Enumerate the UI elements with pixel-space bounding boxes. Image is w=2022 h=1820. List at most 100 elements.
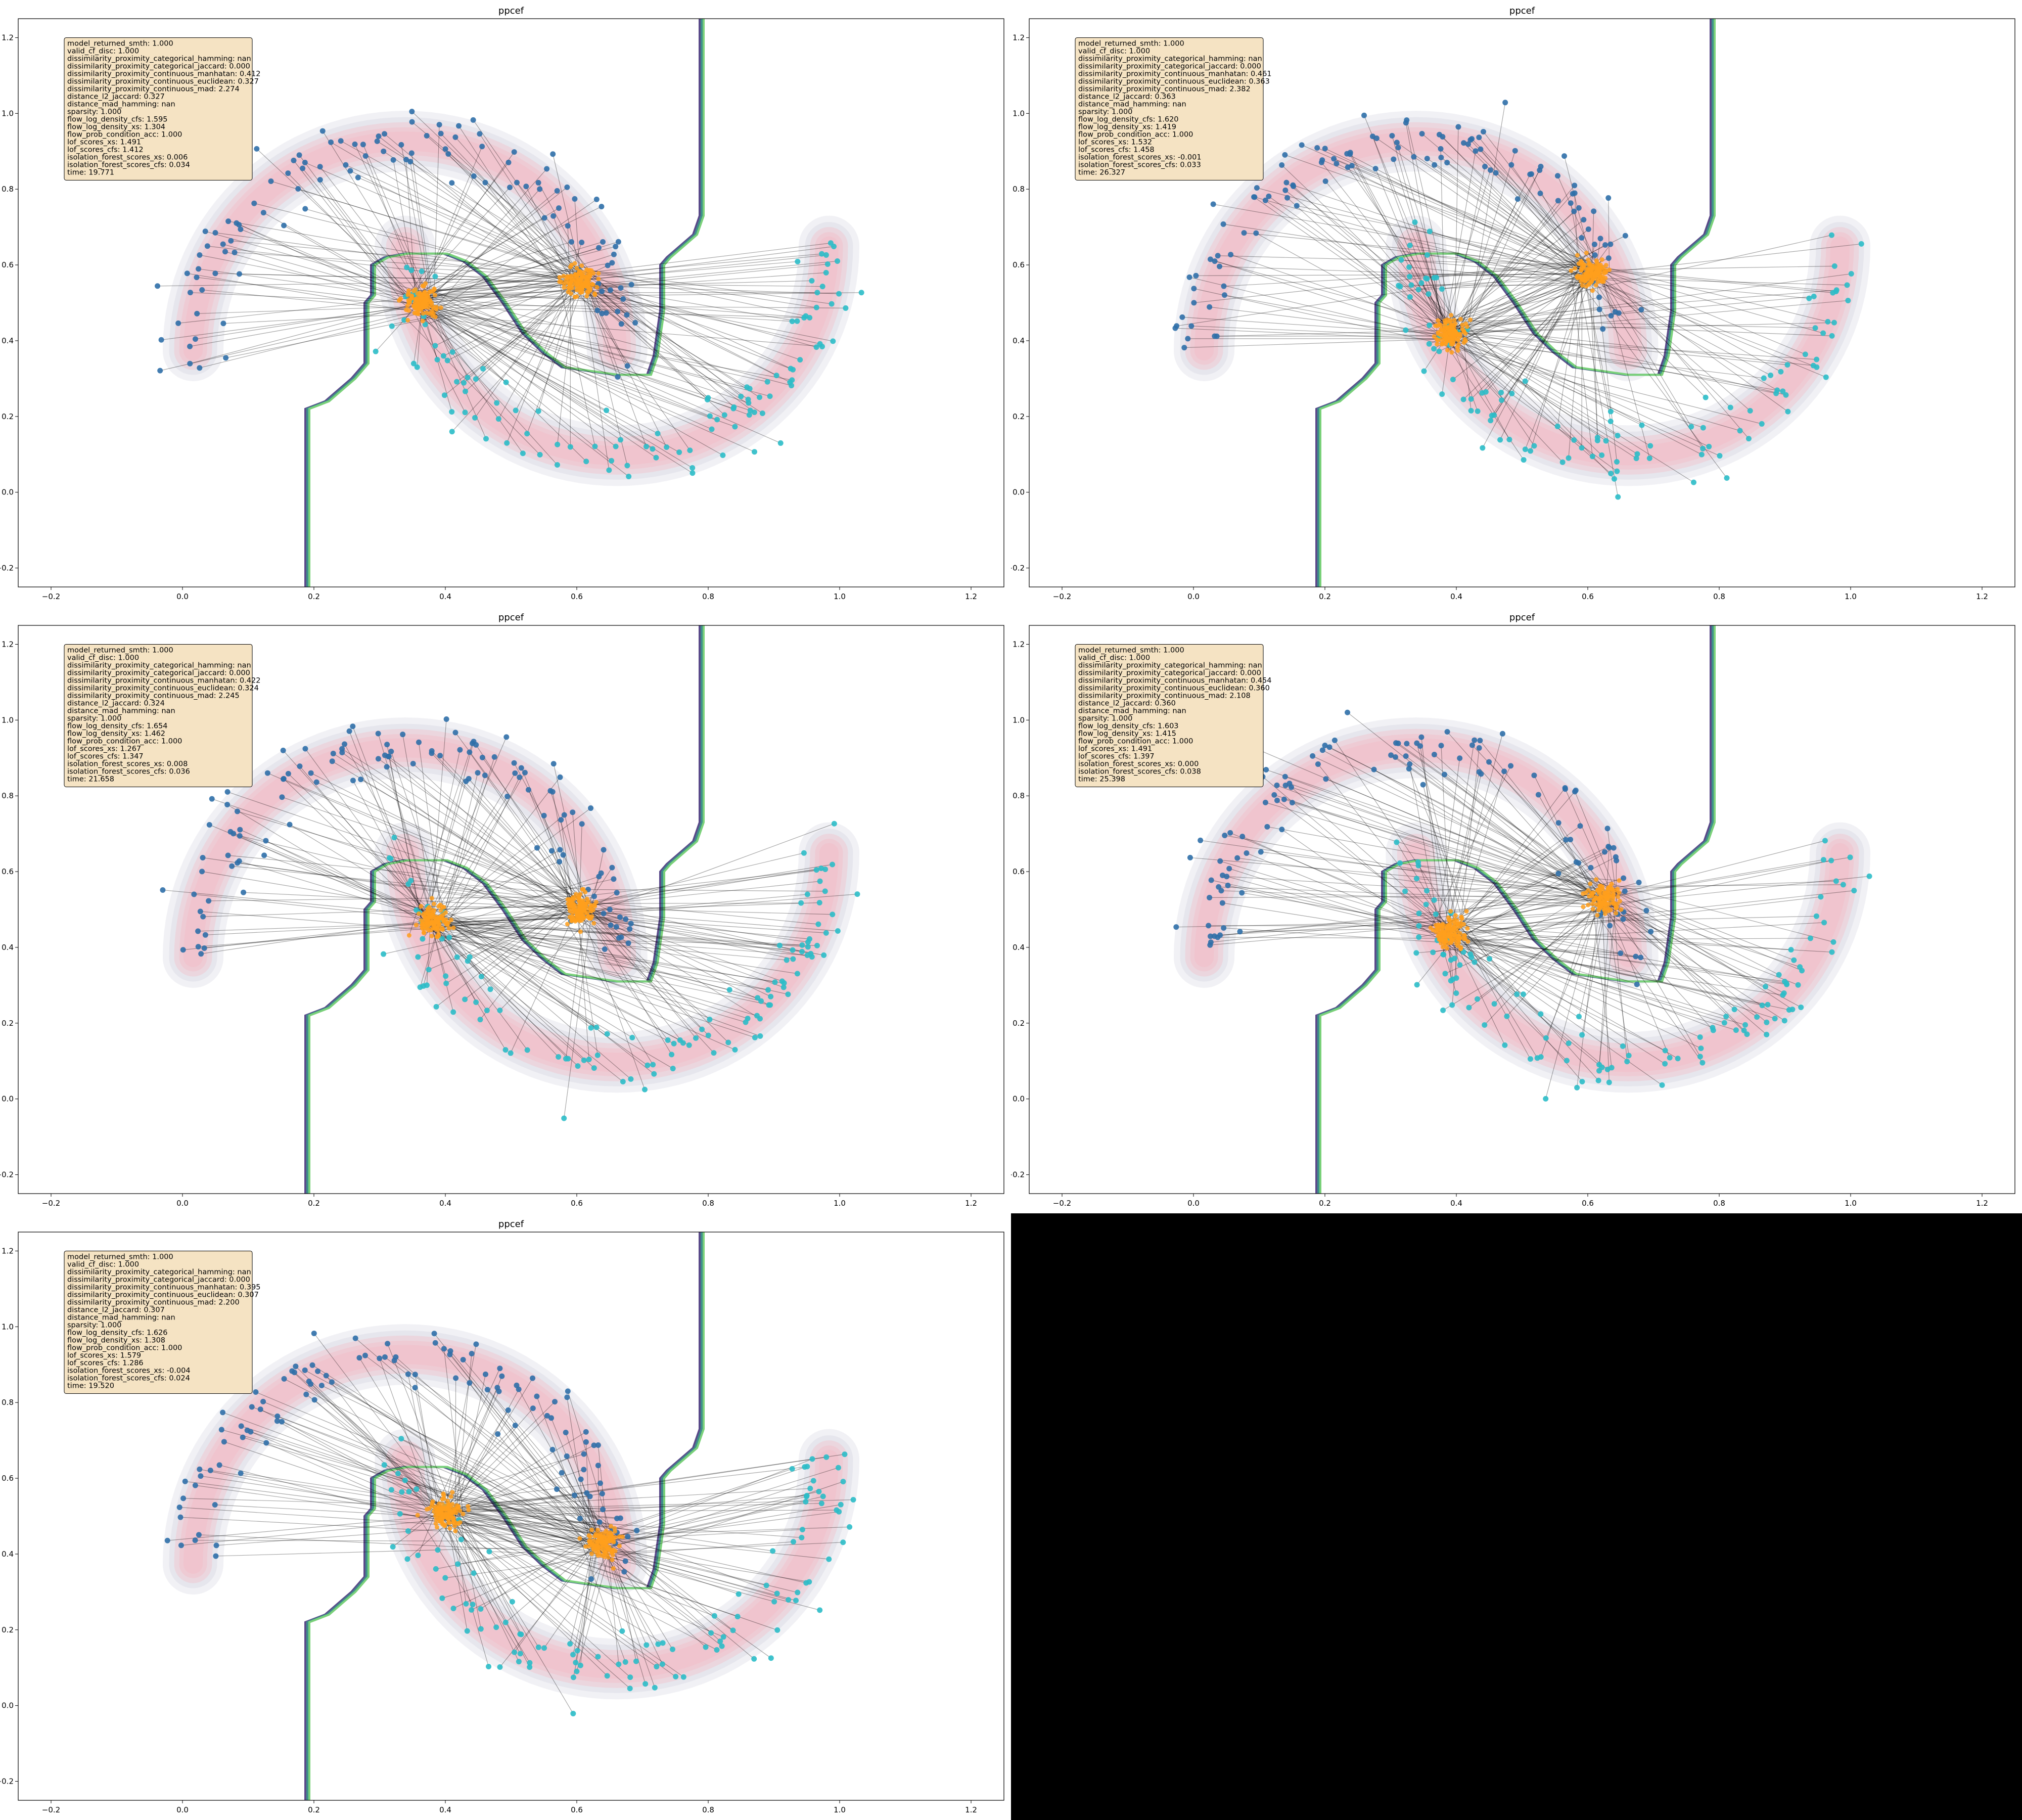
cf-line <box>288 773 449 929</box>
class1-point <box>1543 1096 1549 1102</box>
cf-line <box>1477 907 1600 999</box>
cf-line <box>408 743 473 936</box>
y-tick-label: 0.2 <box>1013 412 1025 421</box>
density-band <box>1194 738 1638 967</box>
x-tick-label: 1.0 <box>1845 592 1857 601</box>
cf-line <box>1434 754 1596 898</box>
class0-point <box>1220 221 1226 227</box>
class1-point <box>1460 396 1466 402</box>
cf-line <box>283 779 586 906</box>
x-tick-label: 0.8 <box>702 1805 714 1814</box>
class0-point <box>1319 747 1325 753</box>
cf-line <box>475 265 582 418</box>
cf-line <box>1427 158 1600 276</box>
class0-point <box>184 270 190 277</box>
cf-line <box>1589 271 1598 438</box>
cf-point <box>427 290 432 295</box>
cf-line <box>1577 903 1600 1088</box>
class1-point <box>616 1661 622 1667</box>
class0-point <box>1568 837 1574 843</box>
density-band <box>169 723 641 982</box>
density-band <box>375 1429 859 1700</box>
class1-point <box>473 376 479 382</box>
class1-point <box>1416 934 1422 940</box>
chart-title: ppcef <box>498 6 524 16</box>
class1-point <box>818 1500 824 1507</box>
cf-point <box>413 923 419 928</box>
class1-point <box>1528 448 1534 454</box>
y-tick-label: −0.2 <box>1011 564 1025 573</box>
cf-line <box>284 225 422 304</box>
class1-point <box>764 379 770 385</box>
class0-point <box>614 1516 620 1522</box>
class0-point <box>437 753 443 759</box>
cf-line <box>1334 158 1600 267</box>
cf-line <box>577 1554 605 1651</box>
cf-line <box>575 1535 596 1663</box>
cf-line <box>1398 147 1455 331</box>
cf-point <box>1440 328 1445 333</box>
class0-point <box>1572 183 1578 189</box>
class1-point <box>1828 232 1834 238</box>
class0-point <box>347 168 353 174</box>
class0-point <box>602 946 608 952</box>
class0-point <box>499 1373 505 1379</box>
cf-line <box>538 183 590 277</box>
metric-line: dissimilarity_proximity_continuous_manha… <box>1078 70 1272 78</box>
class1-point <box>1798 1004 1804 1010</box>
cf-point <box>426 305 431 310</box>
cf-line <box>1578 898 1607 1017</box>
class1-point <box>747 386 753 392</box>
cf-line <box>553 154 584 286</box>
cf-point <box>578 287 583 292</box>
class1-point <box>626 473 632 479</box>
cf-line <box>489 1551 602 1556</box>
cf-line <box>1406 743 1598 891</box>
cf-line <box>438 935 770 1006</box>
cf-line <box>1321 162 1464 343</box>
class1-point <box>1416 923 1422 929</box>
cf-line <box>1494 892 1599 1004</box>
cf-line <box>1453 330 1776 394</box>
class0-point <box>632 320 638 326</box>
cf-point <box>450 1510 455 1515</box>
cf-line <box>469 911 579 958</box>
class1-point <box>1763 984 1769 990</box>
class0-point <box>1636 880 1642 886</box>
cf-point <box>422 292 427 297</box>
cf-point <box>1602 908 1607 913</box>
cf-point <box>405 317 410 323</box>
cf-line <box>454 1415 547 1509</box>
class1-point <box>604 1673 610 1679</box>
class0-point <box>221 1439 227 1445</box>
cf-line <box>1452 281 1593 345</box>
cf-line <box>1191 326 1452 338</box>
cf-line <box>289 824 428 909</box>
cf-line <box>1557 277 1581 427</box>
cf-line <box>1322 160 1586 275</box>
cf-point <box>1590 901 1595 906</box>
class0-point <box>1611 845 1617 851</box>
cf-line <box>408 884 574 905</box>
class1-point <box>1639 422 1645 428</box>
cf-line <box>199 1534 600 1554</box>
cf-point <box>1596 896 1601 901</box>
class1-point <box>1566 1040 1572 1046</box>
cf-line <box>517 182 590 270</box>
metric-line: isolation_forest_scores_xs: -0.001 <box>1078 153 1202 161</box>
cf-line <box>452 1453 584 1493</box>
class0-point <box>257 1406 263 1413</box>
cf-line <box>1442 933 1725 1023</box>
y-tick-label: 0.2 <box>1013 1019 1025 1028</box>
cf-line <box>434 1333 595 1537</box>
class0-point <box>358 777 364 783</box>
y-tick-label: 0.4 <box>2 336 14 345</box>
y-tick-label: 1.0 <box>2 715 14 724</box>
class0-point <box>212 270 218 277</box>
cf-line <box>581 287 793 370</box>
cf-point <box>1617 899 1622 904</box>
class0-point <box>302 1367 308 1373</box>
cf-line <box>1276 785 1600 905</box>
cf-line <box>187 273 409 311</box>
cf-line <box>1448 917 1636 957</box>
